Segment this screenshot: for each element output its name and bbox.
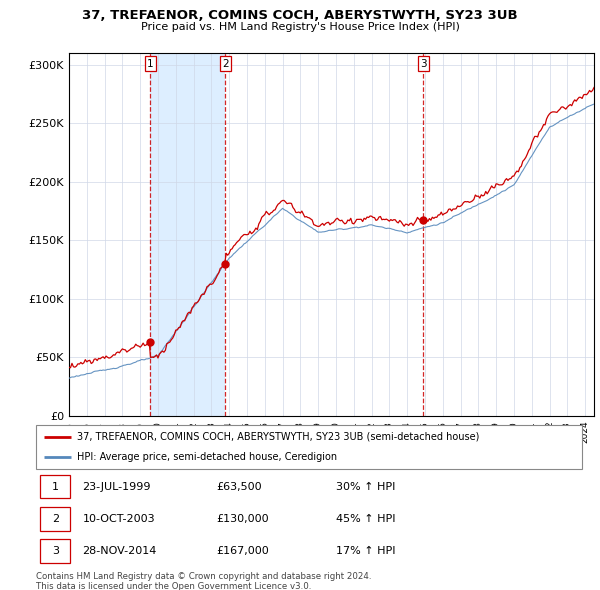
FancyBboxPatch shape bbox=[36, 425, 582, 469]
Text: 3: 3 bbox=[52, 546, 59, 556]
FancyBboxPatch shape bbox=[40, 507, 70, 530]
Bar bbox=[150, 53, 225, 416]
Text: 37, TREFAENOR, COMINS COCH, ABERYSTWYTH, SY23 3UB: 37, TREFAENOR, COMINS COCH, ABERYSTWYTH,… bbox=[82, 9, 518, 22]
Text: 37, TREFAENOR, COMINS COCH, ABERYSTWYTH, SY23 3UB (semi-detached house): 37, TREFAENOR, COMINS COCH, ABERYSTWYTH,… bbox=[77, 432, 479, 442]
Text: 23-JUL-1999: 23-JUL-1999 bbox=[82, 482, 151, 492]
FancyBboxPatch shape bbox=[40, 475, 70, 499]
Text: 3: 3 bbox=[420, 58, 427, 68]
Text: 2: 2 bbox=[222, 58, 229, 68]
Text: 17% ↑ HPI: 17% ↑ HPI bbox=[337, 546, 396, 556]
Text: 30% ↑ HPI: 30% ↑ HPI bbox=[337, 482, 395, 492]
Text: Contains HM Land Registry data © Crown copyright and database right 2024.: Contains HM Land Registry data © Crown c… bbox=[36, 572, 371, 581]
Text: Price paid vs. HM Land Registry's House Price Index (HPI): Price paid vs. HM Land Registry's House … bbox=[140, 22, 460, 32]
Text: 1: 1 bbox=[52, 482, 59, 492]
Text: This data is licensed under the Open Government Licence v3.0.: This data is licensed under the Open Gov… bbox=[36, 582, 311, 590]
Text: £167,000: £167,000 bbox=[216, 546, 269, 556]
Text: 28-NOV-2014: 28-NOV-2014 bbox=[82, 546, 157, 556]
Text: £63,500: £63,500 bbox=[216, 482, 262, 492]
Text: 10-OCT-2003: 10-OCT-2003 bbox=[82, 514, 155, 524]
Text: £130,000: £130,000 bbox=[216, 514, 269, 524]
FancyBboxPatch shape bbox=[40, 539, 70, 563]
Text: HPI: Average price, semi-detached house, Ceredigion: HPI: Average price, semi-detached house,… bbox=[77, 452, 337, 462]
Text: 45% ↑ HPI: 45% ↑ HPI bbox=[337, 514, 396, 524]
Text: 2: 2 bbox=[52, 514, 59, 524]
Text: 1: 1 bbox=[147, 58, 154, 68]
